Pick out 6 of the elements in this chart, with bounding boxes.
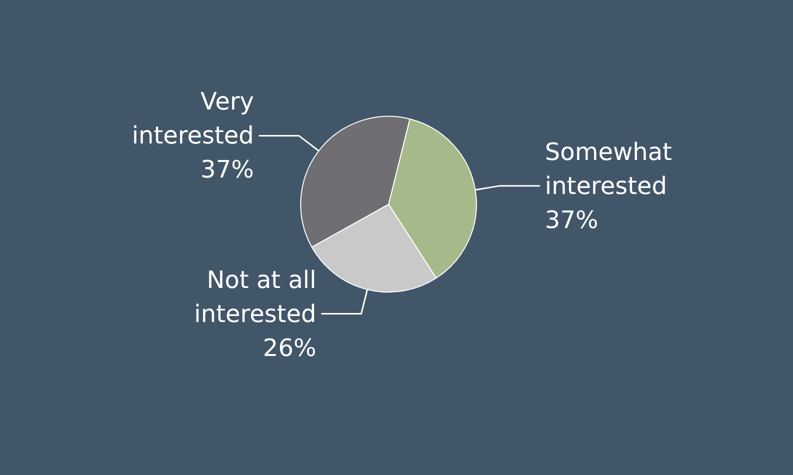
data-label: 26%	[262, 334, 316, 362]
data-label: 37%	[544, 206, 598, 234]
slice-label: Not at all interested	[194, 266, 316, 328]
slice-label: Very interested	[132, 88, 254, 150]
data-label: 37%	[200, 156, 254, 184]
slice-label: Somewhat interested	[544, 138, 672, 200]
